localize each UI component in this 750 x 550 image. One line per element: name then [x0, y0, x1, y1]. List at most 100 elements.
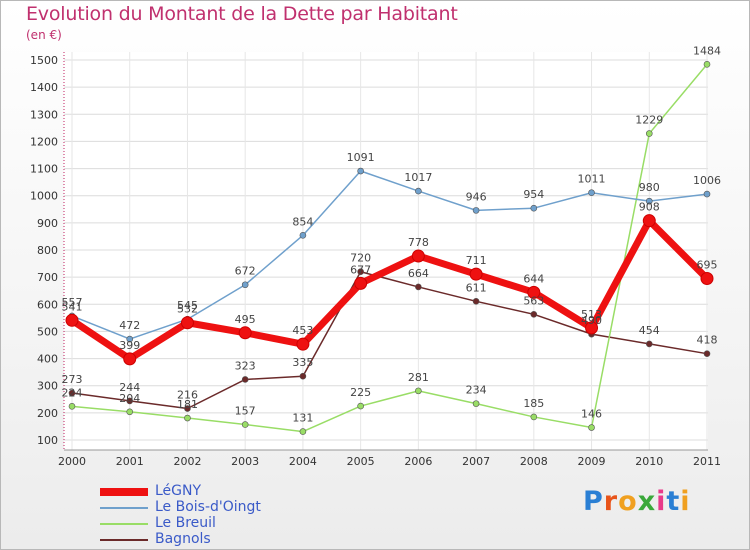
- data-point: [296, 337, 310, 351]
- legend-swatch: [100, 523, 148, 525]
- data-label: 672: [235, 265, 256, 278]
- data-point: [299, 428, 307, 435]
- data-label: 204: [119, 392, 140, 405]
- x-tick-label: 2000: [58, 455, 86, 468]
- data-point: [411, 249, 425, 263]
- data-point: [126, 397, 134, 405]
- logo-letter: t: [666, 486, 681, 517]
- data-point: [126, 335, 134, 343]
- data-label: 181: [177, 398, 198, 411]
- y-tick-label: 1000: [30, 190, 58, 203]
- proxiti-logo: Proxiti: [583, 486, 691, 517]
- data-point: [472, 207, 480, 214]
- data-label: 216: [177, 389, 198, 402]
- data-label: 157: [235, 405, 256, 418]
- data-point: [530, 311, 538, 318]
- data-label: 1017: [404, 171, 432, 184]
- logo-letter: P: [583, 486, 604, 517]
- y-tick-label: 700: [37, 271, 58, 284]
- data-label: 453: [292, 324, 313, 337]
- logo-letter: r: [603, 486, 619, 517]
- data-label: 664: [408, 267, 429, 280]
- data-label: 908: [639, 201, 660, 214]
- y-tick-label: 100: [37, 434, 58, 447]
- data-point: [645, 197, 653, 205]
- data-label: 541: [62, 300, 83, 313]
- logo-letter: x: [637, 486, 657, 517]
- data-label: 611: [466, 281, 487, 294]
- data-label: 185: [523, 397, 544, 410]
- data-label: 1484: [693, 44, 721, 57]
- y-tick-label: 200: [37, 407, 58, 420]
- data-label: 234: [466, 384, 487, 397]
- data-label: 644: [523, 272, 544, 285]
- data-label: 946: [466, 190, 487, 203]
- data-point: [415, 387, 422, 395]
- x-tick-label: 2007: [462, 455, 490, 468]
- data-label: 1229: [635, 114, 663, 127]
- x-tick-label: 2009: [578, 455, 606, 468]
- data-point: [357, 402, 364, 410]
- data-label: 224: [62, 386, 83, 399]
- data-label: 563: [523, 294, 544, 307]
- data-point: [126, 408, 134, 416]
- data-label: 557: [62, 296, 83, 309]
- data-point: [354, 276, 368, 290]
- legend-swatch: [100, 507, 148, 509]
- series-line-0: [68, 217, 711, 363]
- data-label: 146: [581, 408, 602, 421]
- data-label: 281: [408, 371, 429, 384]
- data-point: [357, 268, 364, 276]
- plot-area: [64, 52, 708, 450]
- data-point: [415, 283, 422, 291]
- data-label: 454: [639, 324, 660, 337]
- chart-title: Evolution du Montant de la Dette par Hab…: [26, 3, 458, 25]
- legend-label: Bagnols: [155, 531, 211, 547]
- y-tick-label: 1500: [30, 54, 58, 67]
- data-label: 980: [639, 181, 660, 194]
- x-tick-label: 2003: [231, 455, 259, 468]
- data-point: [184, 405, 191, 412]
- y-tick-label: 600: [37, 298, 58, 311]
- data-label: 495: [235, 313, 256, 326]
- y-tick-label: 500: [37, 325, 58, 338]
- data-point: [415, 187, 422, 195]
- data-point: [68, 403, 76, 410]
- data-label: 490: [581, 314, 602, 327]
- y-tick-label: 900: [37, 217, 58, 230]
- series-line-2: [71, 63, 708, 433]
- x-tick-label: 2005: [347, 455, 375, 468]
- data-point: [241, 281, 249, 289]
- data-point: [357, 167, 364, 175]
- data-label: 1011: [578, 173, 606, 186]
- data-label: 513: [581, 308, 602, 321]
- data-point: [642, 214, 656, 228]
- data-label: 677: [350, 263, 371, 276]
- logo-letter: o: [618, 486, 638, 517]
- data-point: [65, 313, 79, 327]
- legend-label: Le Bois-d'Oingt: [155, 499, 261, 515]
- data-label: 954: [523, 188, 544, 201]
- data-point: [469, 267, 483, 281]
- data-point: [703, 61, 711, 68]
- data-point: [530, 204, 538, 212]
- data-point: [241, 376, 249, 383]
- data-label: 131: [292, 412, 313, 425]
- y-tick-label: 1100: [30, 163, 58, 176]
- x-tick-label: 2001: [116, 455, 144, 468]
- y-tick-label: 800: [37, 244, 58, 257]
- data-label: 720: [350, 252, 371, 265]
- legend-label: Le Breuil: [155, 515, 216, 531]
- data-point: [645, 340, 653, 348]
- legend-swatch: [100, 488, 148, 496]
- data-point: [241, 421, 249, 428]
- data-point: [180, 316, 194, 330]
- data-label: 695: [697, 259, 718, 272]
- data-point: [585, 321, 599, 335]
- data-label: 418: [697, 334, 718, 347]
- data-label: 1006: [693, 174, 721, 187]
- data-point: [238, 326, 252, 340]
- data-point: [299, 372, 307, 380]
- logo-letter: i: [680, 486, 691, 517]
